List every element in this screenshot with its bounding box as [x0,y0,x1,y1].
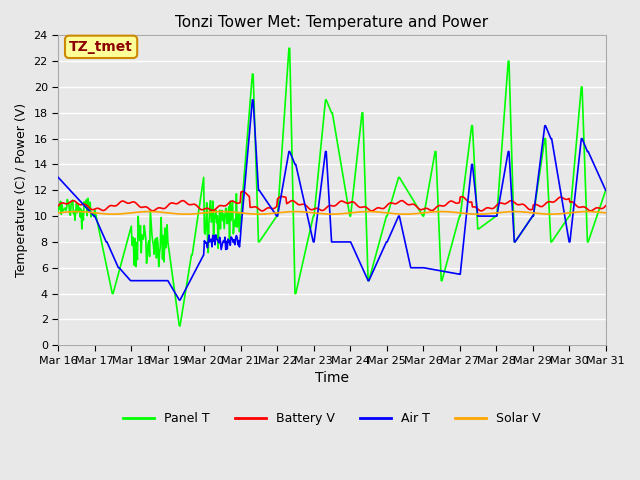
Air T [248,97,256,103]
Line: Air T: Air T [58,100,605,300]
Text: TZ_tmet: TZ_tmet [69,40,133,54]
Panel T [206,206,214,212]
Battery V [400,199,408,204]
Air T [400,234,408,240]
Battery V [54,203,62,209]
Air T [175,297,183,303]
Solar V [602,210,609,216]
Battery V [148,208,156,214]
Solar V [54,210,62,216]
Panel T [602,187,609,193]
Line: Panel T: Panel T [58,48,605,326]
Panel T [120,249,128,254]
Battery V [120,199,128,204]
Panel T [177,318,185,324]
Legend: Panel T, Battery V, Air T, Solar V: Panel T, Battery V, Air T, Solar V [118,407,546,430]
Solar V [122,211,130,216]
Air T [64,185,72,191]
Solar V [64,209,72,215]
Battery V [416,206,424,212]
Solar V [207,209,214,215]
Solar V [400,211,408,217]
Y-axis label: Temperature (C) / Power (V): Temperature (C) / Power (V) [15,103,28,277]
Panel T [285,46,292,51]
Solar V [73,209,81,215]
Panel T [64,201,72,206]
Solar V [109,211,117,217]
Panel T [54,208,62,214]
Panel T [416,208,424,214]
Line: Battery V: Battery V [58,192,605,211]
Air T [206,239,214,245]
Battery V [206,206,214,212]
Battery V [177,198,185,204]
Air T [177,296,185,301]
Line: Solar V: Solar V [58,212,605,214]
Solar V [416,210,424,216]
Panel T [175,323,183,329]
Panel T [400,182,408,188]
Solar V [178,211,186,217]
Air T [416,265,424,271]
Battery V [602,203,609,209]
Battery V [239,189,246,194]
Air T [602,187,609,193]
Title: Tonzi Tower Met: Temperature and Power: Tonzi Tower Met: Temperature and Power [175,15,488,30]
Battery V [64,201,72,206]
Air T [54,175,62,180]
Air T [120,271,128,276]
X-axis label: Time: Time [315,371,349,385]
